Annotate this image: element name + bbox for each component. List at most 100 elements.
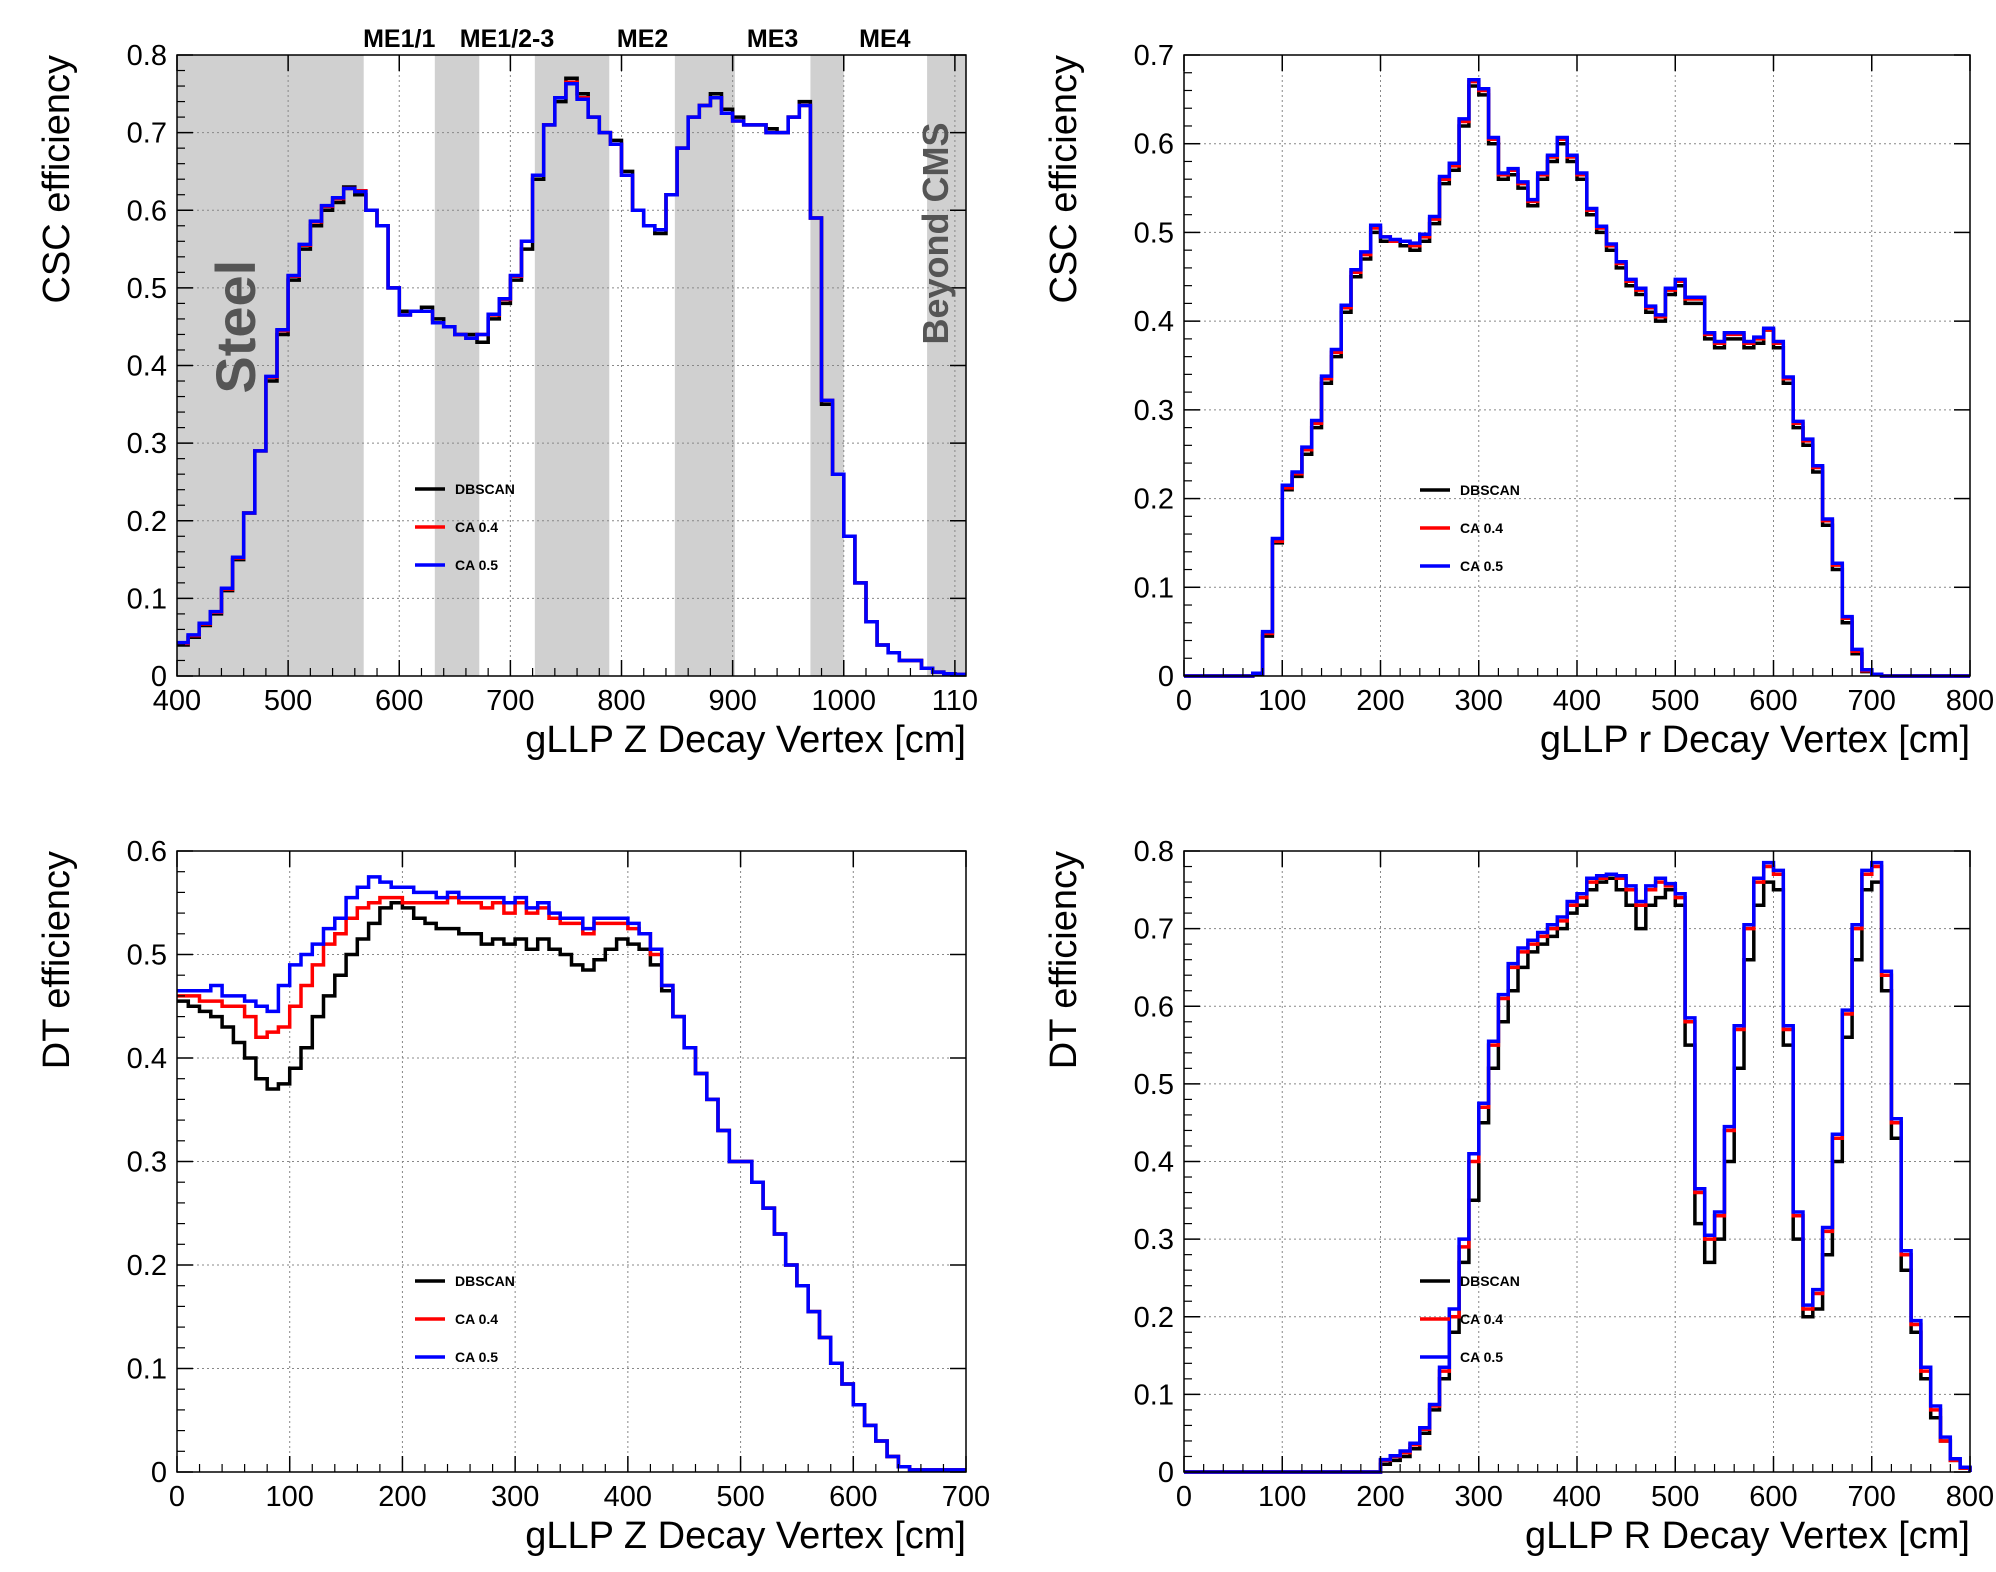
x-tick-label: 600 bbox=[375, 685, 423, 717]
legend-label: CA 0.4 bbox=[1460, 1311, 1503, 1327]
x-tick-label: 500 bbox=[264, 685, 312, 717]
series-line-ca-0-5 bbox=[177, 81, 966, 677]
x-tick-label: 500 bbox=[1651, 685, 1699, 717]
y-tick-label: 0.4 bbox=[127, 351, 167, 383]
x-tick-label: 400 bbox=[153, 685, 201, 717]
x-tick-label: 500 bbox=[1651, 1481, 1699, 1513]
legend-label: CA 0.5 bbox=[1460, 558, 1503, 574]
legend-label: CA 0.5 bbox=[455, 1349, 498, 1365]
x-tick-label: 100 bbox=[1258, 1481, 1306, 1513]
x-tick-label: 600 bbox=[829, 1481, 877, 1513]
x-tick-label: 800 bbox=[597, 685, 645, 717]
x-tick-label: 700 bbox=[1848, 685, 1896, 717]
y-tick-label: 0.3 bbox=[1134, 395, 1174, 427]
y-tick-label: 0 bbox=[151, 1457, 167, 1489]
legend-label: CA 0.4 bbox=[1460, 520, 1503, 536]
x-tick-label: 700 bbox=[1848, 1481, 1896, 1513]
x-axis-title: gLLP r Decay Vertex [cm] bbox=[1540, 719, 1970, 761]
x-axis-title: gLLP Z Decay Vertex [cm] bbox=[525, 1515, 966, 1557]
x-tick-label: 700 bbox=[942, 1481, 990, 1513]
y-tick-label: 0.3 bbox=[127, 428, 167, 460]
x-tick-label: 100 bbox=[266, 1481, 314, 1513]
y-tick-label: 0.8 bbox=[127, 40, 167, 72]
x-tick-label: 110 bbox=[932, 685, 978, 717]
panel-dt-r: 0 100 200 300 400 500 600 700 800 0 0.1 0.2 0.3 0.4 0.… bbox=[1043, 836, 1994, 1557]
x-tick-label: 400 bbox=[604, 1481, 652, 1513]
region-label: ME2 bbox=[617, 25, 668, 53]
x-tick-label: 200 bbox=[378, 1481, 426, 1513]
panel-dt-z: 0 100 200 300 400 500 600 700 0 0.1 0.2 0.3 0.4 0.5 0.… bbox=[36, 836, 990, 1557]
y-tick-label: 0.1 bbox=[127, 1354, 167, 1386]
series-line-ca-0-5 bbox=[1184, 78, 1970, 678]
x-tick-label: 300 bbox=[1455, 1481, 1503, 1513]
y-tick-label: 0.6 bbox=[1134, 991, 1174, 1023]
y-tick-label: 0.1 bbox=[1134, 1379, 1174, 1411]
y-tick-label: 0.3 bbox=[127, 1147, 167, 1179]
x-tick-label: 400 bbox=[1553, 1481, 1601, 1513]
y-tick-label: 0 bbox=[151, 661, 167, 693]
x-axis-title: gLLP Z Decay Vertex [cm] bbox=[525, 719, 966, 761]
x-tick-label: 700 bbox=[486, 685, 534, 717]
series-line-ca-0-5 bbox=[177, 875, 966, 1472]
y-tick-label: 0.6 bbox=[127, 836, 167, 868]
panel-csc-z: 400 500 600 700 800 900 1000 11000.10.20.30.40.… bbox=[36, 25, 978, 761]
region-label: ME1/1 bbox=[363, 25, 435, 53]
y-tick-label: 0 bbox=[1158, 661, 1174, 693]
legend-label: CA 0.5 bbox=[1460, 1349, 1503, 1365]
x-tick-label: 0 bbox=[1176, 1481, 1192, 1513]
y-tick-label: 0.7 bbox=[1134, 40, 1174, 72]
shaded-region bbox=[674, 55, 735, 676]
y-tick-label: 0.5 bbox=[1134, 1069, 1174, 1101]
annotation-label: Beyond CMS bbox=[915, 123, 956, 345]
x-axis-title: gLLP R Decay Vertex [cm] bbox=[1525, 1515, 1970, 1557]
x-tick-label: 600 bbox=[1749, 685, 1797, 717]
y-axis-title: CSC efficiency bbox=[36, 55, 78, 304]
region-label: ME3 bbox=[747, 25, 798, 53]
y-axis-title: DT efficiency bbox=[1043, 851, 1085, 1069]
y-tick-label: 0.2 bbox=[127, 1250, 167, 1282]
x-tick-label: 200 bbox=[1356, 1481, 1404, 1513]
y-tick-label: 0.4 bbox=[1134, 1147, 1174, 1179]
y-tick-label: 0.1 bbox=[1134, 572, 1174, 604]
panel-csc-r: 0 100 200 300 400 500 600 700 800 0 0.1 0.2 0.3 0.4 0.… bbox=[1043, 40, 1994, 761]
x-tick-label: 0 bbox=[1176, 685, 1192, 717]
legend-label: DBSCAN bbox=[1460, 482, 1520, 498]
y-tick-label: 0.6 bbox=[1134, 129, 1174, 161]
y-tick-label: 0.5 bbox=[1134, 217, 1174, 249]
x-tick-label: 600 bbox=[1749, 1481, 1797, 1513]
y-tick-label: 0.5 bbox=[127, 273, 167, 305]
x-tick-label: 0 bbox=[169, 1481, 185, 1513]
x-tick-label: 1000 bbox=[812, 685, 877, 717]
annotation-label: Steel bbox=[204, 260, 267, 394]
y-tick-label: 0.7 bbox=[127, 118, 167, 150]
x-tick-label: 300 bbox=[1455, 685, 1503, 717]
y-tick-label: 0.4 bbox=[1134, 306, 1174, 338]
legend-label: CA 0.4 bbox=[455, 1311, 498, 1327]
y-tick-label: 0.2 bbox=[1134, 484, 1174, 516]
y-tick-label: 0.8 bbox=[1134, 836, 1174, 868]
series-line-dbscan bbox=[1184, 876, 1972, 1474]
y-tick-label: 0.6 bbox=[127, 195, 167, 227]
x-tick-label: 200 bbox=[1356, 685, 1404, 717]
legend-label: CA 0.4 bbox=[455, 519, 498, 535]
x-tick-label: 400 bbox=[1553, 685, 1601, 717]
x-tick-label: 800 bbox=[1946, 685, 1994, 717]
y-tick-label: 0.5 bbox=[127, 940, 167, 972]
x-tick-label: 300 bbox=[491, 1481, 539, 1513]
y-tick-label: 0.3 bbox=[1134, 1224, 1174, 1256]
x-tick-label: 900 bbox=[708, 685, 756, 717]
legend-label: DBSCAN bbox=[455, 481, 515, 497]
y-axis-title: DT efficiency bbox=[36, 851, 78, 1069]
x-tick-label: 800 bbox=[1946, 1481, 1994, 1513]
region-label: ME1/2-3 bbox=[460, 25, 554, 53]
legend-label: CA 0.5 bbox=[455, 557, 498, 573]
y-tick-label: 0.1 bbox=[127, 583, 167, 615]
y-tick-label: 0.4 bbox=[127, 1043, 167, 1075]
y-tick-label: 0.2 bbox=[1134, 1302, 1174, 1334]
legend-label: DBSCAN bbox=[1460, 1273, 1520, 1289]
y-tick-label: 0 bbox=[1158, 1457, 1174, 1489]
x-tick-label: 100 bbox=[1258, 685, 1306, 717]
y-tick-label: 0.2 bbox=[127, 506, 167, 538]
y-axis-title: CSC efficiency bbox=[1043, 55, 1085, 304]
